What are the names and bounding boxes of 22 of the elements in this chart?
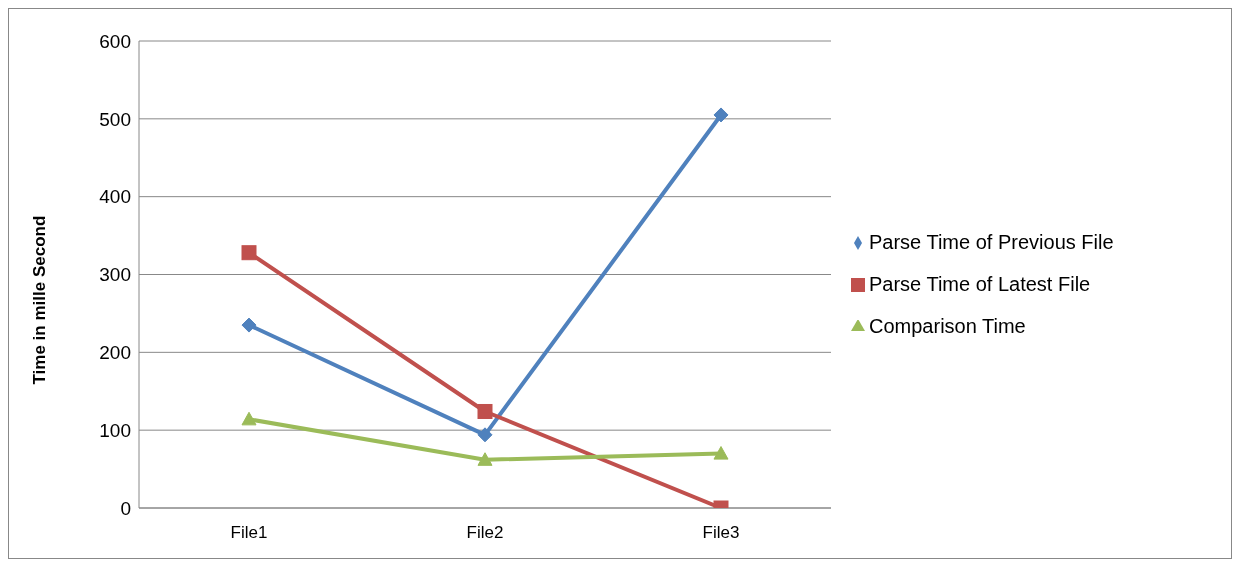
- x-tick-label: File1: [230, 523, 268, 543]
- x-tick-label: File2: [466, 523, 504, 543]
- legend-label: Parse Time of Latest File: [869, 272, 1091, 295]
- point: [477, 403, 493, 419]
- point: [241, 317, 257, 333]
- x-tick-label: File3: [702, 523, 740, 543]
- legend-label: Parse Time of Previous File: [869, 230, 1114, 253]
- y-tick-label: 0: [120, 497, 131, 519]
- y-tick-label: 500: [99, 108, 131, 130]
- point: [713, 107, 729, 123]
- point: [477, 452, 493, 466]
- y-tick-label: 300: [99, 264, 131, 286]
- y-tick-label: 100: [99, 419, 131, 441]
- y-axis-title: Time in mille Second: [30, 215, 50, 385]
- point: [241, 245, 257, 261]
- point: [713, 446, 729, 460]
- point: [477, 427, 493, 443]
- point: [241, 411, 257, 426]
- y-tick-label: 400: [99, 186, 131, 208]
- y-tick-label: 200: [99, 342, 131, 364]
- y-tick-label: 600: [99, 30, 131, 52]
- legend-label: Comparison Time: [869, 314, 1026, 337]
